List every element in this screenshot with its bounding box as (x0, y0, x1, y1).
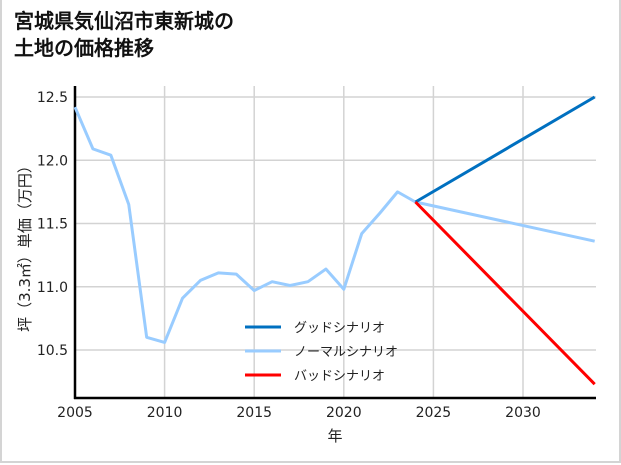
y-tick-label: 12.0 (37, 153, 68, 169)
series-line (73, 106, 596, 344)
y-tick-label: 11.5 (37, 217, 68, 233)
series-line (414, 200, 596, 386)
y-tick-label: 12.5 (37, 90, 68, 106)
y-tick-label: 10.5 (37, 343, 68, 359)
legend-label: バッドシナリオ (294, 369, 385, 384)
x-tick-label: 2030 (505, 405, 541, 421)
x-tick-label: 2020 (326, 405, 362, 421)
y-tick-label: 11.0 (37, 280, 68, 296)
title-line-1: 宮城県気仙沼市東新城の (14, 9, 234, 33)
y-axis-label: 坪（3.3㎡）単価（万円） (16, 158, 34, 332)
x-axis-label: 年 (327, 427, 342, 445)
x-tick-label: 2010 (147, 405, 183, 421)
grid (75, 86, 596, 398)
x-tick-label: 2025 (416, 405, 452, 421)
legend-label: ノーマルシナリオ (294, 345, 398, 360)
x-tick-label: 2015 (236, 405, 272, 421)
series-line (414, 95, 596, 204)
title-line-2: 土地の価格推移 (14, 36, 154, 60)
chart-title: 宮城県気仙沼市東新城の 土地の価格推移 (14, 8, 234, 62)
legend-label: グッドシナリオ (294, 321, 385, 336)
x-tick-label: 2005 (57, 405, 93, 421)
